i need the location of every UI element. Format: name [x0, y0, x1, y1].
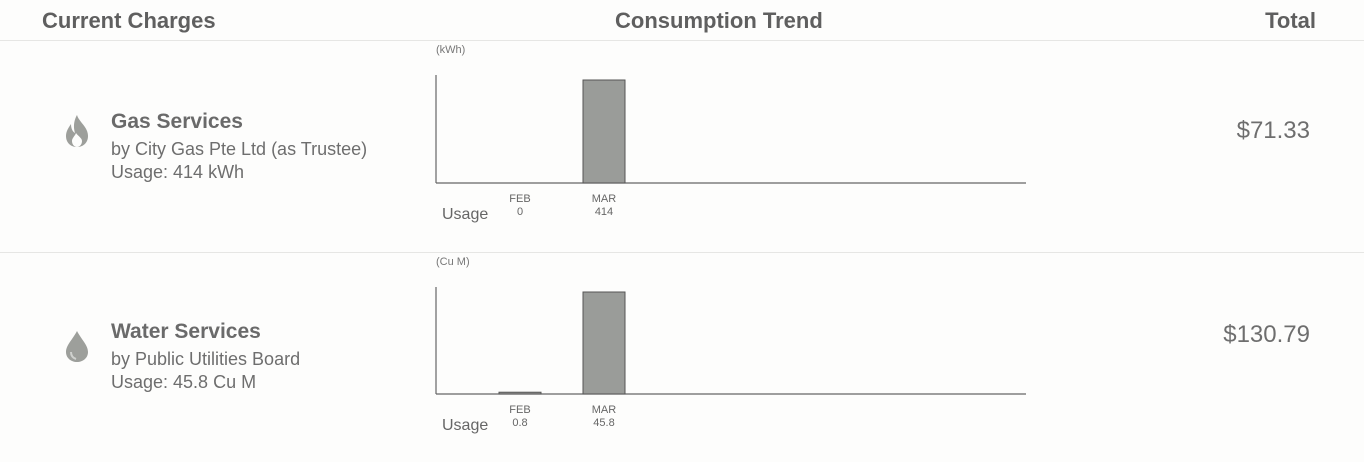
tick-label: FEB — [509, 193, 530, 205]
service-provider: by Public Utilities Board — [111, 349, 301, 369]
tick-label: MAR — [592, 193, 617, 205]
unit-label: (Cu M) — [436, 256, 470, 268]
bar-mar — [582, 291, 626, 395]
service-title: Water Services — [111, 320, 261, 343]
usage-row-label: Usage — [442, 417, 488, 434]
tick-label: MAR — [592, 404, 617, 416]
unit-label: (kWh) — [436, 44, 465, 56]
gas-total: $71.33 — [1236, 117, 1310, 144]
water-total: $130.79 — [1223, 321, 1310, 348]
data-label: 414 — [595, 206, 613, 218]
flame-icon — [66, 115, 88, 147]
service-usage: Usage: 414 kWh — [111, 162, 245, 182]
tick-label: FEB — [509, 404, 530, 416]
water-service-row: Water Services by Public Utilities Board… — [0, 253, 1364, 462]
total-heading: Total — [1265, 8, 1316, 33]
service-provider: by City Gas Pte Ltd (as Trustee) — [111, 139, 368, 159]
bar-feb — [498, 391, 542, 395]
gas-service-row: Gas Services by City Gas Pte Ltd (as Tru… — [0, 41, 1364, 253]
service-usage: Usage: 45.8 Cu M — [111, 372, 257, 392]
current-charges-heading: Current Charges — [42, 8, 216, 33]
consumption-trend-heading: Consumption Trend — [615, 8, 823, 33]
water-drop-icon — [66, 331, 88, 362]
bar-mar — [582, 79, 626, 184]
data-label: 0 — [517, 206, 523, 218]
table-header: Current Charges Consumption Trend Total — [0, 0, 1364, 41]
service-title: Gas Services — [111, 110, 243, 133]
data-label: 45.8 — [593, 417, 614, 429]
usage-row-label: Usage — [442, 206, 488, 223]
data-label: 0.8 — [512, 417, 527, 429]
